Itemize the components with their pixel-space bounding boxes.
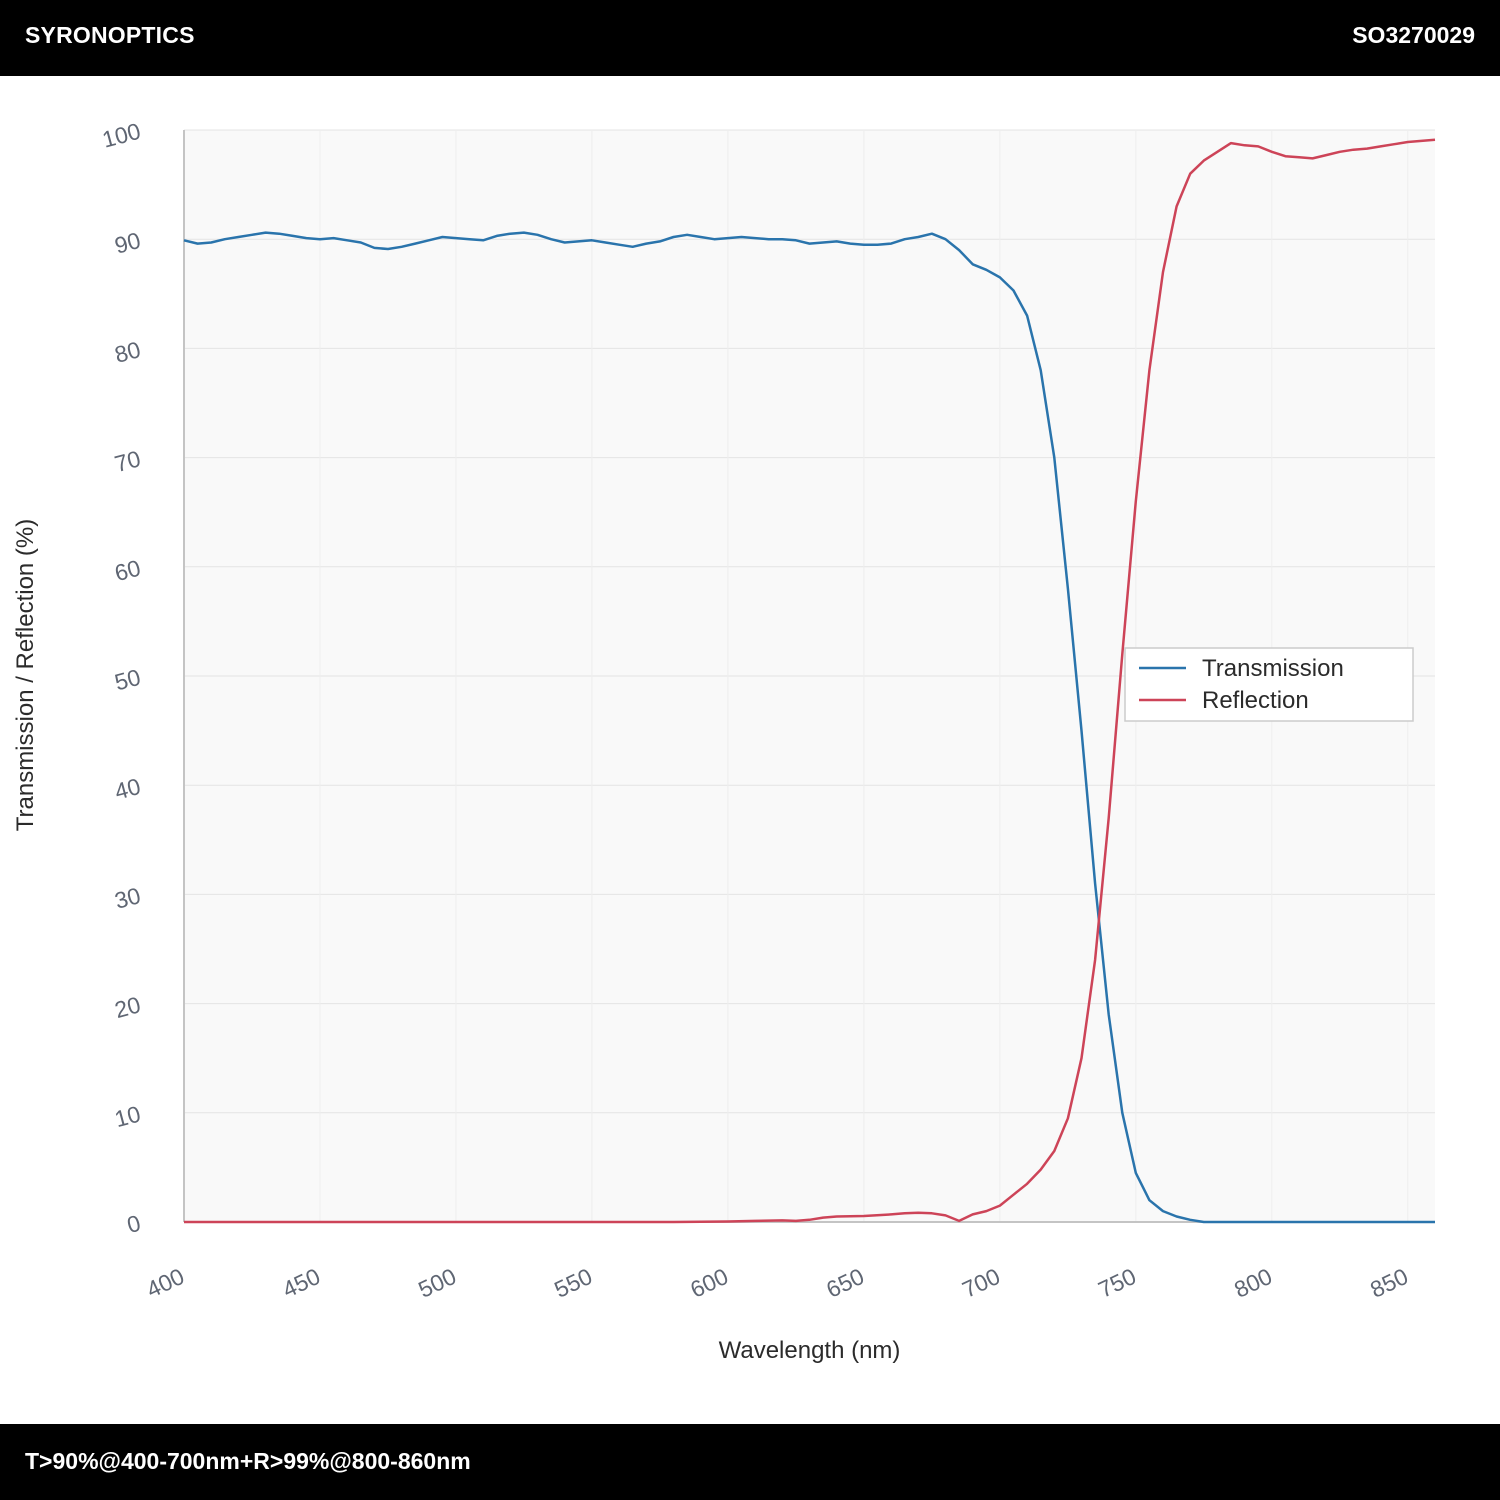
y-tick-label: 60 xyxy=(112,555,143,587)
x-tick-label: 700 xyxy=(958,1263,1004,1303)
y-tick-label: 70 xyxy=(112,445,143,477)
y-tick-label: 30 xyxy=(112,882,143,914)
legend-label-transmission: Transmission xyxy=(1202,655,1344,682)
x-axis-title: Wavelength (nm) xyxy=(719,1337,901,1364)
x-tick-label: 750 xyxy=(1094,1263,1140,1303)
series-line-transmission xyxy=(183,231,1435,1224)
y-tick-label: 90 xyxy=(112,227,143,259)
y-tick-label: 10 xyxy=(112,1101,143,1133)
legend-label-reflection: Reflection xyxy=(1202,687,1309,714)
legend: Transmission Reflection xyxy=(1124,647,1414,722)
y-tick-label: 20 xyxy=(112,991,143,1023)
footer-bar: T>90%@400-700nm+R>99%@800-860nm xyxy=(0,1424,1500,1500)
y-tick-label: 0 xyxy=(124,1210,143,1238)
x-tick-label: 800 xyxy=(1230,1263,1276,1303)
y-axis-title: Transmission / Reflection (%) xyxy=(12,519,39,832)
x-tick-label: 550 xyxy=(550,1263,596,1303)
x-tick-label: 500 xyxy=(414,1263,460,1303)
part-number: SO3270029 xyxy=(1352,22,1475,48)
header-bar: SYRONOPTICS SO3270029 xyxy=(0,0,1500,76)
x-tick-label: 600 xyxy=(686,1263,732,1303)
spec-summary: T>90%@400-700nm+R>99%@800-860nm xyxy=(25,1448,471,1474)
series-line-reflection xyxy=(184,138,1436,1224)
x-tick-label: 850 xyxy=(1366,1263,1412,1303)
x-tick-label: 400 xyxy=(142,1263,188,1303)
y-tick-label: 50 xyxy=(112,664,143,696)
y-tick-label: 100 xyxy=(99,118,143,153)
legend-box xyxy=(1124,647,1414,722)
brand-name: SYRONOPTICS xyxy=(25,22,195,48)
x-tick-label: 650 xyxy=(822,1263,868,1303)
series-lines xyxy=(183,138,1436,1224)
x-tick-label: 450 xyxy=(278,1263,324,1303)
y-tick-label: 40 xyxy=(112,773,143,805)
y-tick-label: 80 xyxy=(112,336,143,368)
